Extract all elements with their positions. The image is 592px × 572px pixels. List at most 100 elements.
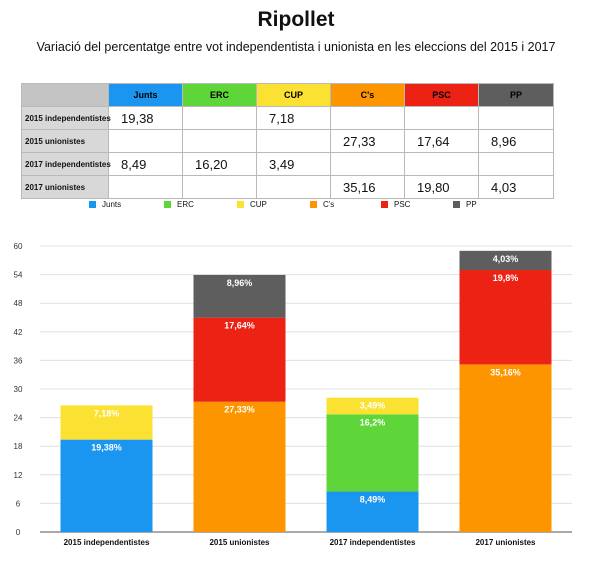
col-header-psc: PSC xyxy=(404,83,479,107)
table-cell: 17,64 xyxy=(404,129,479,153)
chart-subtitle: Variació del percentatge entre vot indep… xyxy=(36,40,556,54)
legend-swatch xyxy=(453,201,460,208)
col-header-pp: PP xyxy=(478,83,554,107)
chart-title: Ripollet xyxy=(257,8,335,31)
legend-item: CUP xyxy=(237,200,267,209)
y-tick-label: 0 xyxy=(16,528,21,537)
legend-label: Junts xyxy=(102,200,122,209)
legend-label: ERC xyxy=(177,200,194,209)
table-cell xyxy=(404,106,479,130)
y-tick-label: 54 xyxy=(14,271,23,280)
legend-item: C's xyxy=(310,200,334,209)
bar-segment xyxy=(193,317,286,402)
legend-item: PP xyxy=(453,200,477,209)
x-category-label: 2017 independentistes xyxy=(330,538,416,547)
table-cell: 35,16 xyxy=(330,175,405,199)
table-row: 2015 independentistes 19,38 7,18 xyxy=(21,106,554,130)
data-label: 27,33% xyxy=(224,405,255,415)
bar-segment xyxy=(459,364,552,532)
table-cell xyxy=(330,106,405,130)
col-header-junts: Junts xyxy=(108,83,183,107)
bar-segment xyxy=(60,439,153,532)
legend-item: ERC xyxy=(164,200,194,209)
data-label: 7,18% xyxy=(94,408,120,418)
data-label: 35,16% xyxy=(490,367,521,377)
y-tick-label: 30 xyxy=(14,385,23,394)
table-cell: 8,96 xyxy=(478,129,554,153)
bar-segment xyxy=(326,414,419,492)
data-label: 19,8% xyxy=(493,273,519,283)
table-header-row: Junts ERC CUP C's PSC PP xyxy=(21,83,554,107)
data-label: 19,38% xyxy=(91,443,122,453)
table-cell xyxy=(108,175,183,199)
data-label: 8,49% xyxy=(360,495,386,505)
table-cell xyxy=(182,129,257,153)
bar-segment xyxy=(193,274,286,318)
y-tick-label: 42 xyxy=(14,328,23,337)
col-header-cup: CUP xyxy=(256,83,331,107)
bar-segment xyxy=(193,401,286,532)
table-row: 2017 unionistes 35,16 19,80 4,03 xyxy=(21,175,554,199)
table-row-label: 2017 independentistes xyxy=(21,152,111,176)
table-cell: 27,33 xyxy=(330,129,405,153)
table-row-label: 2015 unionistes xyxy=(21,129,109,153)
legend-item: PSC xyxy=(381,200,410,209)
table-row: 2017 independentistes 8,49 16,20 3,49 xyxy=(21,152,554,176)
legend-swatch xyxy=(381,201,388,208)
table-row: 2015 unionistes 27,33 17,64 8,96 xyxy=(21,129,554,153)
data-label: 8,96% xyxy=(227,278,253,288)
col-header-cs: C's xyxy=(330,83,405,107)
stacked-bar-chart: 0 6 12 18 24 30 36 42 48 54 60 19,38% 7,18% 2015 inde… xyxy=(14,242,572,547)
y-tick-label: 60 xyxy=(14,242,23,251)
bar-segment xyxy=(60,405,153,440)
table-cell: 4,03 xyxy=(478,175,554,199)
table-cell xyxy=(182,175,257,199)
data-table: Junts ERC CUP C's PSC PP 2015 independen… xyxy=(21,83,554,199)
data-label: 3,49% xyxy=(360,401,386,411)
legend-swatch xyxy=(164,201,171,208)
x-category-label: 2015 independentistes xyxy=(64,538,150,547)
legend-swatch xyxy=(310,201,317,208)
legend-item: Junts xyxy=(89,200,121,209)
legend-label: C's xyxy=(323,200,335,209)
table-cell xyxy=(108,129,183,153)
table-cell xyxy=(182,106,257,130)
data-label: 16,2% xyxy=(360,417,386,427)
table-cell xyxy=(330,152,405,176)
col-header-erc: ERC xyxy=(182,83,257,107)
table-cell: 7,18 xyxy=(256,106,331,130)
y-tick-label: 48 xyxy=(14,299,23,308)
bar-segment xyxy=(459,270,552,365)
table-row-label: 2017 unionistes xyxy=(21,175,109,199)
table-cell: 19,80 xyxy=(404,175,479,199)
chart-legend: Junts ERC CUP C's PSC PP xyxy=(0,200,592,216)
table-cell xyxy=(256,129,331,153)
table-row-label: 2015 independentistes xyxy=(21,106,111,130)
data-label: 17,64% xyxy=(224,321,255,331)
table-cell: 16,20 xyxy=(182,152,257,176)
x-category-label: 2017 unionistes xyxy=(475,538,536,547)
y-tick-label: 6 xyxy=(16,499,21,508)
y-tick-label: 24 xyxy=(14,414,23,423)
data-label: 4,03% xyxy=(493,254,519,264)
table-corner-cell xyxy=(21,83,109,107)
y-tick-label: 12 xyxy=(14,471,23,480)
table-cell: 8,49 xyxy=(108,152,183,176)
x-category-label: 2015 unionistes xyxy=(209,538,270,547)
legend-label: PSC xyxy=(394,200,411,209)
bar-segment xyxy=(459,250,552,271)
y-tick-label: 36 xyxy=(14,356,23,365)
legend-swatch xyxy=(89,201,96,208)
table-cell xyxy=(404,152,479,176)
legend-label: PP xyxy=(466,200,477,209)
legend-label: CUP xyxy=(250,200,267,209)
y-tick-label: 18 xyxy=(14,442,23,451)
table-cell xyxy=(256,175,331,199)
table-cell xyxy=(478,106,554,130)
table-cell: 3,49 xyxy=(256,152,331,176)
table-cell: 19,38 xyxy=(108,106,183,130)
bar-segment xyxy=(326,397,419,415)
table-cell xyxy=(478,152,554,176)
bar-segment xyxy=(326,491,419,532)
legend-swatch xyxy=(237,201,244,208)
